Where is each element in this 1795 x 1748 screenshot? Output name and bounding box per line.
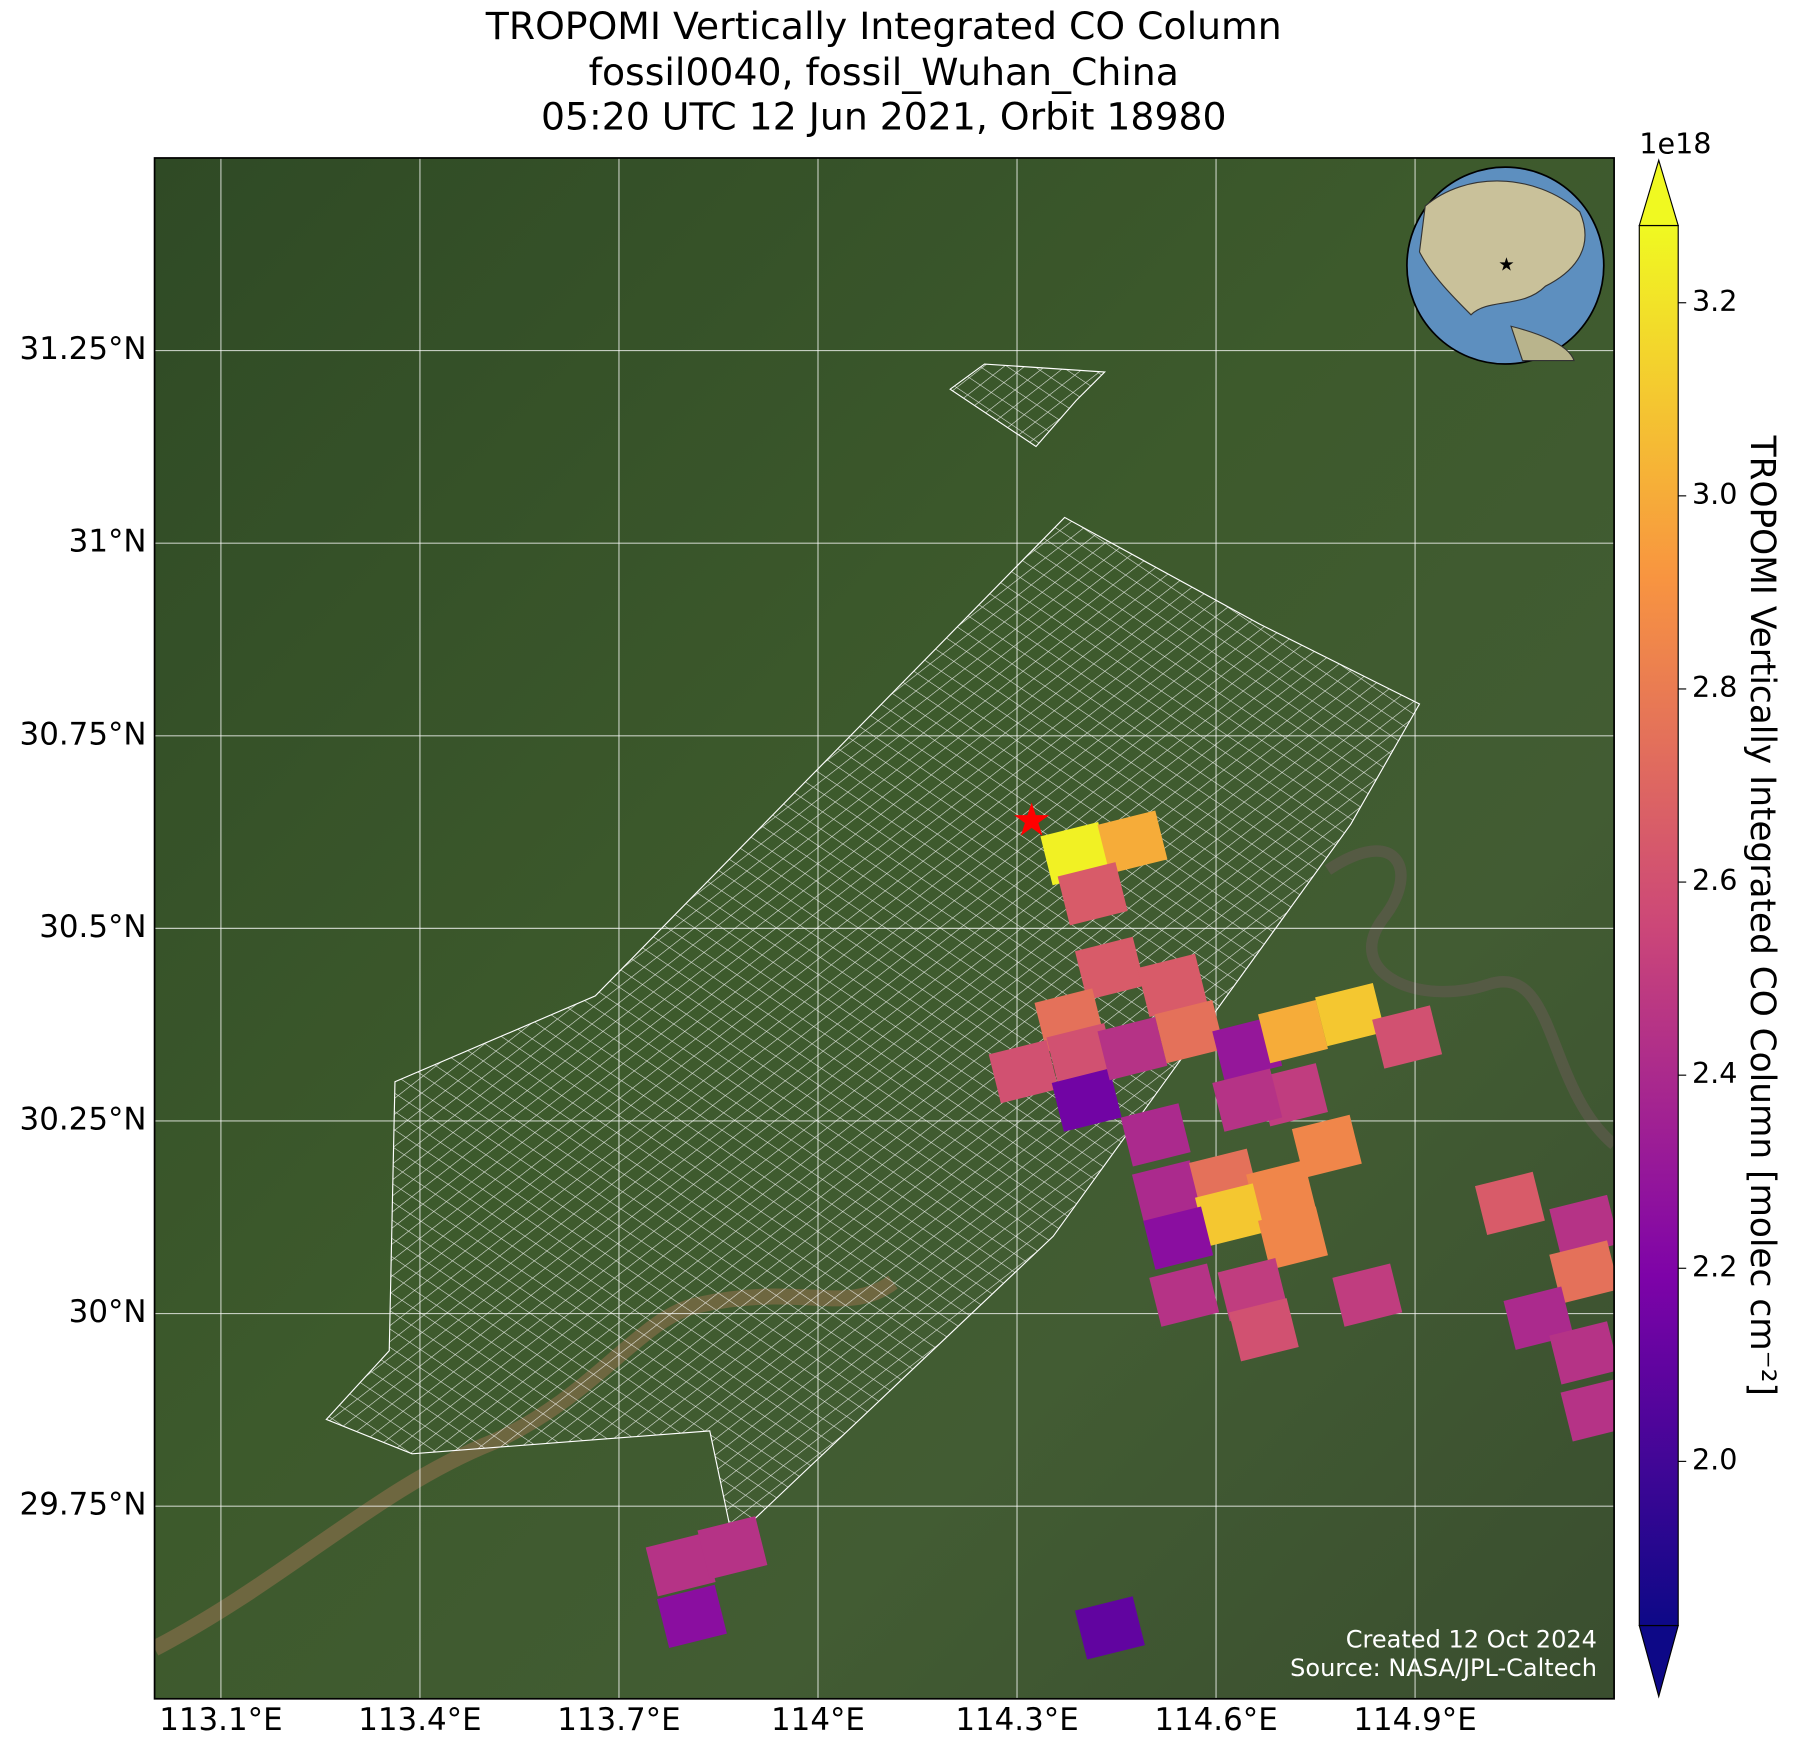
source-marker: ★ [1011, 793, 1052, 846]
globe-land [1418, 180, 1586, 316]
y-tick-label: 29.75°N [20, 1487, 147, 1523]
colorbar-exponent: 1e18 [1639, 126, 1711, 160]
co-pixel [1246, 1160, 1317, 1224]
river [1324, 845, 1615, 1150]
co-pixel [1057, 862, 1128, 926]
title-line: TROPOMI Vertically Integrated CO Column [485, 4, 1282, 48]
footprint-grid [949, 363, 1106, 448]
co-pixel [1120, 1103, 1191, 1167]
co-pixel [1291, 1114, 1362, 1179]
map-frame [153, 157, 1615, 1700]
co-pixel [1137, 953, 1208, 1018]
y-tick-label: 30.75°N [20, 716, 147, 752]
x-tick-label: 114.9°E [1353, 1702, 1476, 1738]
x-tick-label: 114.6°E [1154, 1702, 1277, 1738]
co-pixel [645, 1533, 716, 1597]
colorbar-extend [1638, 158, 1679, 227]
x-tick-label: 114.3°E [955, 1702, 1078, 1738]
co-pixel [1228, 1298, 1299, 1362]
colorbar-tick-label: 2.4 [1692, 1056, 1738, 1090]
footprint-grid [325, 516, 1421, 1541]
colorbar-tick-label: 3.2 [1692, 284, 1738, 318]
x-tick-label: 113.7°E [557, 1702, 680, 1738]
colorbar [1639, 225, 1679, 1626]
y-tick-label: 31.25°N [20, 331, 147, 367]
co-pixel [1097, 1016, 1168, 1081]
y-tick-label: 30.25°N [20, 1101, 147, 1137]
co-pixel [1195, 1183, 1265, 1247]
co-pixel [697, 1516, 768, 1580]
co-pixel [1097, 810, 1168, 874]
x-tick-label: 113.4°E [358, 1702, 481, 1738]
y-tick-label: 31°N [69, 524, 147, 560]
co-pixel [1560, 1378, 1615, 1442]
colorbar-tick-label: 2.8 [1692, 670, 1738, 704]
co-pixel [1372, 1005, 1443, 1069]
co-pixel [1149, 1263, 1220, 1327]
co-pixel [1074, 1596, 1145, 1660]
x-tick-label: 113.1°E [159, 1702, 282, 1738]
co-pixel [1549, 1240, 1615, 1304]
title-line: fossil0040, fossil_Wuhan_China [589, 50, 1179, 94]
co-pixel [1474, 1171, 1545, 1236]
co-pixel [656, 1584, 727, 1648]
title-line: 05:20 UTC 12 Jun 2021, Orbit 18980 [541, 95, 1227, 139]
co-pixel [1258, 1206, 1328, 1270]
x-tick-label: 114°E [771, 1702, 865, 1738]
colorbar-tick-label: 2.0 [1692, 1442, 1738, 1476]
co-pixel [1212, 1068, 1283, 1132]
colorbar-tick-label: 2.6 [1692, 863, 1738, 897]
co-pixel [988, 1040, 1059, 1104]
globe-land [1510, 325, 1575, 362]
colorbar-tick-label: 3.0 [1692, 477, 1738, 511]
colorbar-extend [1638, 1624, 1679, 1699]
co-pixel [1131, 1160, 1202, 1224]
co-pixel [1154, 999, 1225, 1064]
co-pixel [1258, 999, 1328, 1064]
y-tick-label: 30.5°N [39, 909, 146, 945]
y-tick-label: 30°N [69, 1294, 147, 1330]
inset-globe: ★ [1406, 166, 1605, 365]
co-pixel [1332, 1263, 1403, 1327]
credit: Source: NASA/JPL-Caltech [1290, 1654, 1597, 1682]
credit: Created 12 Oct 2024 [1346, 1625, 1597, 1653]
globe-marker: ★ [1498, 255, 1514, 276]
map-area [154, 157, 1615, 1699]
co-pixel [1051, 1068, 1122, 1132]
colorbar-tick-label: 2.2 [1692, 1249, 1738, 1283]
co-pixel [1549, 1321, 1615, 1385]
co-pixel [1074, 936, 1145, 1001]
colorbar-frame [1638, 224, 1679, 1627]
colorbar-label: TROPOMI Vertically Integrated CO Column … [1742, 435, 1782, 1396]
co-pixel [1143, 1206, 1214, 1270]
co-pixel [1046, 1023, 1117, 1087]
co-pixel [1315, 983, 1386, 1047]
